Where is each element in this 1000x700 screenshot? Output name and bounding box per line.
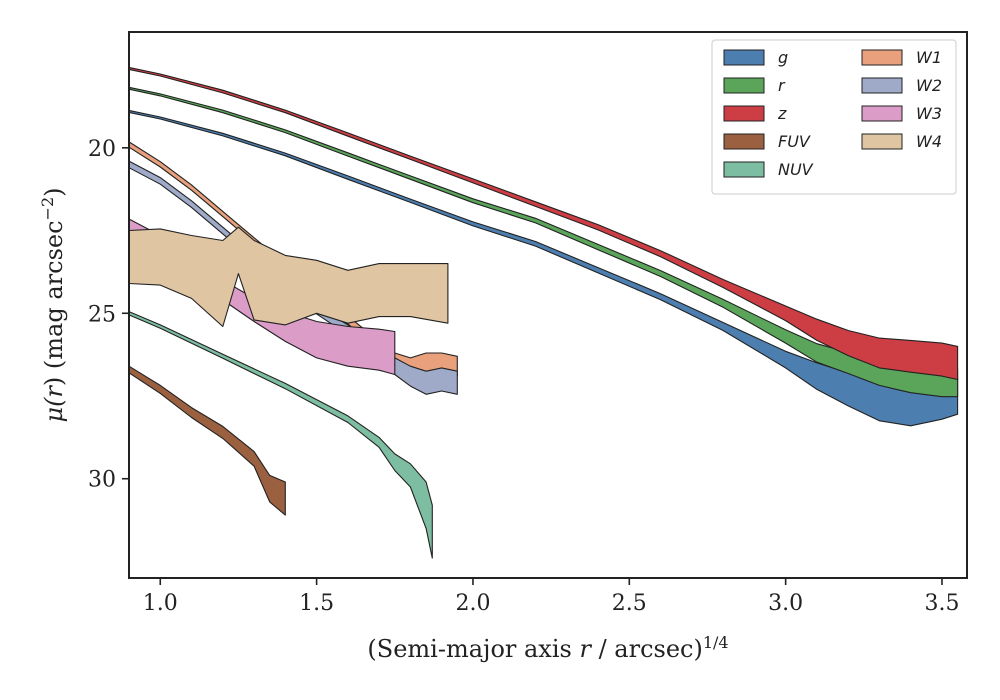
legend-swatch-w4 [861, 133, 903, 150]
legend-label-fuv: FUV [778, 132, 811, 151]
x-tick-label: 3.0 [768, 591, 803, 616]
y-axis-label: μ(r) (mag arcsec−2) [38, 187, 68, 422]
y-tick-label: 25 [88, 302, 116, 327]
y-tick-label: 30 [88, 468, 116, 493]
plot-frame [128, 31, 968, 579]
band-z [128, 66, 959, 381]
legend-swatch-nuv [723, 161, 765, 178]
legend-swatch-fuv [723, 133, 765, 150]
x-axis-label-main: (Semi-major axis [367, 635, 579, 663]
ticks-layer: 1.0 1.5 2.0 2.5 3.0 3.5 20 25 30 [88, 137, 959, 616]
legend-swatch-g [723, 49, 765, 66]
legend-label-w3: W3 [916, 104, 942, 123]
band-w4 [128, 226, 449, 328]
legend-label-r: r [778, 76, 786, 95]
y-axis-label-rest: ) (mag arcsec [40, 220, 68, 386]
x-axis-label-var: r [579, 635, 592, 663]
legend-label-g: g [778, 48, 788, 67]
x-tick-label: 2.5 [612, 591, 647, 616]
legend-swatch-r [723, 77, 765, 94]
x-axis-label-rest: / arcsec) [591, 635, 703, 663]
y-axis-label-sup: −2 [38, 197, 57, 221]
y-axis-label-main: μ( [40, 397, 68, 423]
legend-label-z: z [777, 104, 787, 123]
bands-layer [128, 66, 959, 559]
y-axis-label-close: ) [40, 187, 68, 196]
band-r [128, 86, 959, 398]
legend-swatch-w1 [861, 49, 903, 66]
legend-label-w4: W4 [916, 132, 942, 151]
legend-swatch-w3 [861, 105, 903, 122]
x-tick-label: 1.0 [143, 591, 178, 616]
legend-label-w2: W2 [916, 76, 942, 95]
legend-swatch-w2 [861, 77, 903, 94]
x-axis-label-sup: 1/4 [703, 633, 729, 652]
band-nuv [128, 311, 433, 559]
band-g [128, 109, 959, 427]
x-axis-label: (Semi-major axis r / arcsec)1/4 [367, 633, 728, 663]
x-tick-label: 2.0 [455, 591, 490, 616]
legend-swatch-z [723, 105, 765, 122]
y-axis-label-var: r [40, 385, 68, 398]
x-tick-label: 1.5 [299, 591, 334, 616]
legend: grz FUV NUV W1 W2 W3 W4 [711, 39, 957, 195]
x-tick-label: 3.5 [924, 591, 959, 616]
band-fuv [128, 365, 286, 516]
y-tick-label: 20 [88, 137, 116, 162]
legend-label-nuv: NUV [778, 160, 814, 179]
legend-label-w1: W1 [916, 48, 942, 67]
